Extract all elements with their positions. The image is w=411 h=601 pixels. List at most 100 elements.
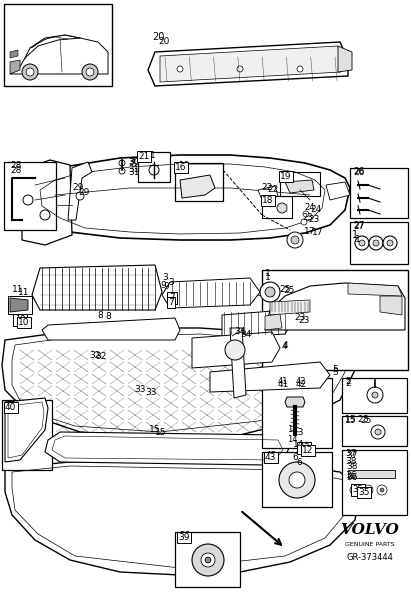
Circle shape [373, 240, 379, 246]
Text: 25: 25 [279, 285, 291, 294]
Circle shape [192, 544, 224, 576]
Bar [350, 222, 408, 264]
Text: GR-373444: GR-373444 [346, 554, 393, 563]
Text: 38: 38 [346, 462, 358, 471]
Polygon shape [348, 470, 395, 478]
Text: 24: 24 [305, 204, 315, 213]
Text: 23: 23 [294, 314, 306, 323]
Text: 1: 1 [355, 235, 361, 244]
Circle shape [387, 240, 393, 246]
Polygon shape [28, 155, 350, 240]
Bar [262, 378, 332, 448]
Polygon shape [22, 160, 72, 245]
Circle shape [355, 236, 369, 250]
Polygon shape [192, 332, 280, 368]
Text: 16: 16 [178, 162, 189, 171]
Circle shape [297, 66, 303, 72]
Circle shape [279, 462, 315, 498]
Text: 17: 17 [304, 228, 316, 237]
Text: 20: 20 [158, 37, 169, 46]
Text: 12: 12 [302, 446, 313, 455]
Bar [280, 172, 320, 196]
Text: 32: 32 [89, 350, 101, 359]
Text: 21: 21 [138, 152, 149, 161]
Text: 7: 7 [169, 293, 175, 302]
Text: 33: 33 [145, 388, 157, 397]
Polygon shape [162, 278, 260, 308]
Circle shape [40, 210, 50, 220]
Text: 42: 42 [296, 380, 307, 389]
Circle shape [22, 64, 38, 80]
Text: 15: 15 [149, 426, 161, 435]
Circle shape [369, 236, 383, 250]
Polygon shape [42, 318, 180, 340]
Text: 43: 43 [265, 453, 276, 462]
Circle shape [177, 66, 183, 72]
Text: 37: 37 [345, 448, 356, 457]
Bar [342, 450, 407, 515]
Bar [342, 416, 407, 446]
Text: 8: 8 [105, 312, 111, 321]
Circle shape [363, 485, 373, 495]
Text: 19: 19 [283, 171, 293, 180]
Bar [4, 4, 112, 86]
Text: 28: 28 [10, 166, 21, 175]
Circle shape [119, 160, 125, 166]
Text: 18: 18 [262, 196, 273, 205]
Text: 39: 39 [178, 533, 189, 542]
Text: 28: 28 [10, 162, 21, 171]
Text: 15 25: 15 25 [345, 415, 369, 424]
Text: 30: 30 [128, 158, 139, 167]
Circle shape [86, 68, 94, 76]
Polygon shape [380, 296, 402, 315]
Text: 20: 20 [152, 32, 164, 42]
Text: 13: 13 [287, 426, 297, 435]
Circle shape [260, 282, 280, 302]
Text: 27: 27 [353, 221, 365, 230]
Bar [2, 400, 52, 470]
Bar [262, 452, 332, 507]
Text: 4: 4 [282, 341, 288, 350]
Circle shape [76, 192, 84, 200]
Bar [8, 296, 32, 314]
Text: 17: 17 [312, 228, 323, 237]
Circle shape [372, 392, 378, 398]
Polygon shape [285, 180, 314, 193]
Text: 11: 11 [18, 288, 30, 297]
Bar [175, 163, 223, 201]
Text: 1: 1 [265, 273, 271, 282]
Text: 14: 14 [293, 440, 305, 449]
Polygon shape [5, 462, 360, 575]
Polygon shape [45, 432, 290, 465]
Polygon shape [338, 46, 352, 72]
Polygon shape [2, 328, 355, 438]
Text: 30: 30 [128, 157, 139, 166]
Polygon shape [10, 38, 108, 74]
Text: 25: 25 [360, 416, 372, 425]
Text: 9: 9 [160, 281, 166, 290]
Text: 40: 40 [5, 400, 16, 409]
Circle shape [291, 236, 299, 244]
Polygon shape [270, 300, 310, 315]
Polygon shape [210, 362, 330, 392]
Text: 1: 1 [265, 269, 271, 278]
Text: 6: 6 [292, 454, 298, 463]
Circle shape [237, 66, 243, 72]
Text: VOLVO: VOLVO [341, 523, 399, 537]
Bar [262, 196, 292, 218]
Polygon shape [32, 265, 162, 310]
Text: 3: 3 [168, 278, 174, 287]
Text: 29: 29 [72, 183, 84, 192]
Circle shape [350, 485, 360, 495]
Text: 12: 12 [299, 444, 309, 453]
Text: 41: 41 [278, 377, 289, 386]
Circle shape [383, 236, 397, 250]
Circle shape [353, 488, 357, 492]
Circle shape [380, 488, 384, 492]
Text: 3: 3 [162, 273, 168, 282]
Circle shape [265, 287, 275, 297]
Text: 1: 1 [352, 230, 358, 240]
Circle shape [225, 340, 245, 360]
Text: 35: 35 [353, 486, 363, 495]
Text: 34: 34 [240, 330, 252, 339]
